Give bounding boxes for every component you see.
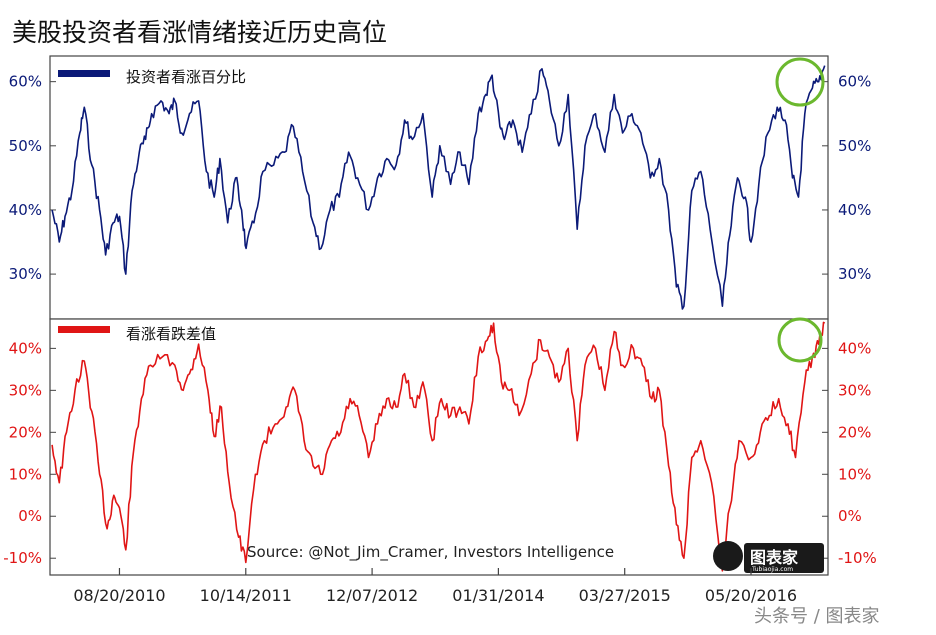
bottom-panel-frame bbox=[49, 318, 829, 576]
bottom-ytick-left: 30% bbox=[9, 381, 42, 399]
top-legend-label: 投资者看涨百分比 bbox=[126, 68, 246, 86]
top-ytick-left: 60% bbox=[9, 73, 42, 91]
source-note: Source: @Not_Jim_Cramer, Investors Intel… bbox=[247, 543, 614, 562]
x-axis-ticks: 08/20/2010 10/14/2011 12/07/2012 01/31/2014… bbox=[73, 568, 797, 605]
tubiaojia-logo: 图表家 Tubiaojia.com bbox=[713, 541, 824, 573]
top-ytick-right: 40% bbox=[838, 201, 871, 219]
bullish-percent-line bbox=[51, 65, 826, 310]
bull-bear-spread-line bbox=[51, 321, 826, 572]
bottom-legend-swatch bbox=[58, 326, 110, 333]
x-tick-label: 01/31/2014 bbox=[452, 586, 544, 605]
logo-head-icon bbox=[713, 541, 743, 571]
logo-badge bbox=[744, 543, 824, 573]
top-panel: 投资者看涨百分比 30% 40% 50% 60% 30% 40% 50% 60% bbox=[9, 55, 871, 320]
top-ytick-right: 50% bbox=[838, 137, 871, 155]
top-yticks-left: 30% 40% 50% 60% bbox=[9, 73, 56, 283]
top-ytick-left: 50% bbox=[9, 137, 42, 155]
bottom-ytick-right: 0% bbox=[838, 507, 862, 525]
bottom-ytick-right: -10% bbox=[838, 549, 877, 567]
bottom-ytick-left: 20% bbox=[9, 423, 42, 441]
top-ytick-right: 60% bbox=[838, 73, 871, 91]
logo-subtext: Tubiaojia.com bbox=[751, 566, 793, 573]
x-tick-label: 12/07/2012 bbox=[326, 586, 418, 605]
bottom-ytick-left: 0% bbox=[18, 507, 42, 525]
logo-text: 图表家 bbox=[750, 548, 799, 567]
bottom-ytick-right: 30% bbox=[838, 381, 871, 399]
bottom-legend-label: 看涨看跌差值 bbox=[126, 325, 216, 343]
top-ytick-left: 30% bbox=[9, 265, 42, 283]
bottom-panel: 看涨看跌差值 -10% 0% 10% 20% 30% 40% -10% 0% 10% 20% 30… bbox=[3, 317, 877, 576]
top-yticks-right: 30% 40% 50% 60% bbox=[822, 73, 871, 283]
watermark: 头条号 / 图表家 bbox=[754, 606, 880, 627]
top-highlight-circle bbox=[775, 57, 825, 107]
bottom-ytick-left: 10% bbox=[9, 465, 42, 483]
bottom-yticks-right: -10% 0% 10% 20% 30% 40% bbox=[822, 339, 877, 567]
bottom-ytick-right: 20% bbox=[838, 423, 871, 441]
x-tick-label: 10/14/2011 bbox=[200, 586, 292, 605]
x-tick-label: 05/20/2016 bbox=[705, 586, 797, 605]
top-ytick-right: 30% bbox=[838, 265, 871, 283]
bottom-ytick-right: 10% bbox=[838, 465, 871, 483]
bottom-highlight-circle bbox=[777, 317, 823, 363]
top-ytick-left: 40% bbox=[9, 201, 42, 219]
bottom-ytick-right: 40% bbox=[838, 339, 871, 357]
bottom-ytick-left: -10% bbox=[3, 549, 42, 567]
top-legend-swatch bbox=[58, 70, 110, 77]
chart-title: 美股投资者看涨情绪接近历史高位 bbox=[12, 18, 387, 47]
top-panel-frame bbox=[49, 55, 829, 320]
x-tick-label: 03/27/2015 bbox=[579, 586, 671, 605]
bottom-yticks-left: -10% 0% 10% 20% 30% 40% bbox=[3, 339, 56, 567]
x-tick-label: 08/20/2010 bbox=[73, 586, 165, 605]
bottom-ytick-left: 40% bbox=[9, 339, 42, 357]
